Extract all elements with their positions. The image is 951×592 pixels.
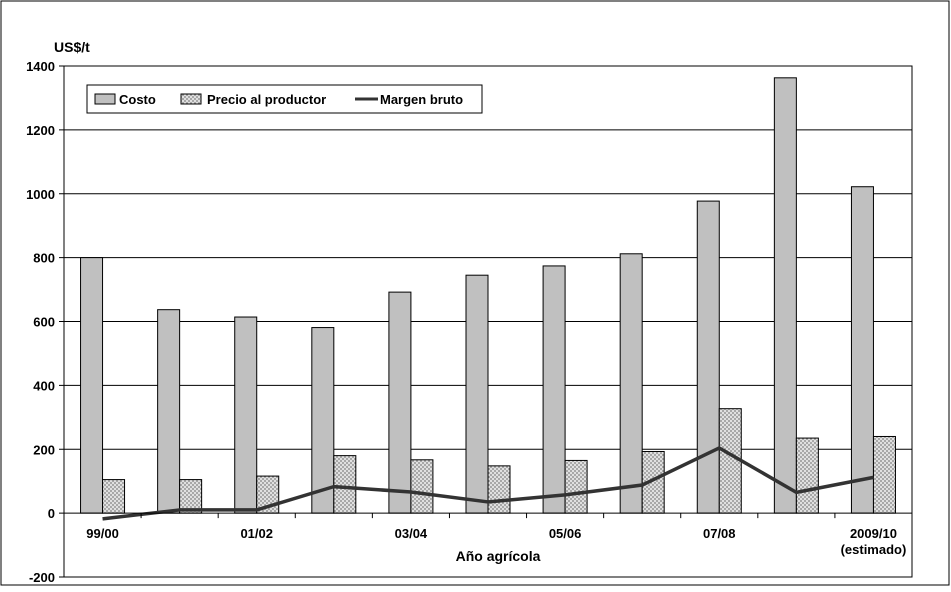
y-tick-label: 1000: [26, 187, 55, 202]
line-layer: [102, 446, 874, 521]
bar-precio: [410, 459, 434, 514]
y-tick-label: 1200: [26, 123, 55, 138]
bar-precio: [179, 479, 203, 514]
y-tick-label: 800: [33, 251, 55, 266]
y-tick-label: 200: [33, 442, 55, 457]
bar-costo: [619, 253, 643, 514]
bar-precio: [487, 465, 511, 514]
x-tick-label: 99/00: [86, 526, 119, 541]
y-tick-label: -200: [29, 570, 55, 585]
bar-precio: [795, 437, 819, 514]
legend-label-costo: Costo: [119, 92, 156, 107]
bar-costo: [542, 265, 566, 514]
bar-costo: [465, 274, 489, 514]
y-tick-label: 600: [33, 315, 55, 330]
legend-label-precio: Precio al productor: [207, 92, 326, 107]
bar-precio: [564, 459, 588, 514]
x-tick-label: 01/02: [240, 526, 273, 541]
gridlines: [64, 129, 912, 450]
y-axis-title: US$/t: [54, 39, 90, 55]
bar-costo: [311, 327, 335, 514]
x-axis-ticks: 99/00 01/02 03/04 05/06 07/08 2009/10(estimad…: [63, 513, 913, 557]
y-tick-label: 1400: [26, 59, 55, 74]
x-tick-label: 2009/10: [850, 526, 897, 541]
legend-label-margen: Margen bruto: [380, 92, 463, 107]
legend-swatch-precio: [180, 93, 202, 105]
bar-precio: [102, 479, 126, 514]
bar-precio: [872, 435, 896, 514]
plot-area-frame: [63, 65, 913, 578]
legend-swatch-costo: [94, 93, 116, 105]
bar-costo: [234, 316, 258, 514]
legend: Costo Precio al productor Margen bruto: [86, 84, 483, 114]
y-tick-label: 0: [48, 506, 55, 521]
y-axis-ticks: -200 0 200 400 600 800 1000 1200 1400: [26, 59, 64, 585]
legend-box: [86, 84, 483, 114]
y-tick-label: 400: [33, 378, 55, 393]
bars-layer: [80, 77, 896, 514]
x-tick-label: 03/04: [395, 526, 428, 541]
line-margen-bruto: [102, 446, 874, 521]
bar-costo: [80, 257, 104, 514]
bar-precio: [333, 455, 357, 514]
x-axis-title: Año agrícola: [456, 548, 541, 564]
bar-costo: [388, 291, 412, 514]
bar-precio: [718, 408, 742, 514]
bar-costo: [696, 200, 720, 514]
bar-costo: [157, 309, 181, 514]
x-tick-label: (estimado): [841, 542, 907, 557]
bar-costo: [850, 186, 874, 514]
bar-costo: [773, 77, 797, 514]
x-tick-label: 05/06: [549, 526, 582, 541]
x-tick-label: 07/08: [703, 526, 736, 541]
